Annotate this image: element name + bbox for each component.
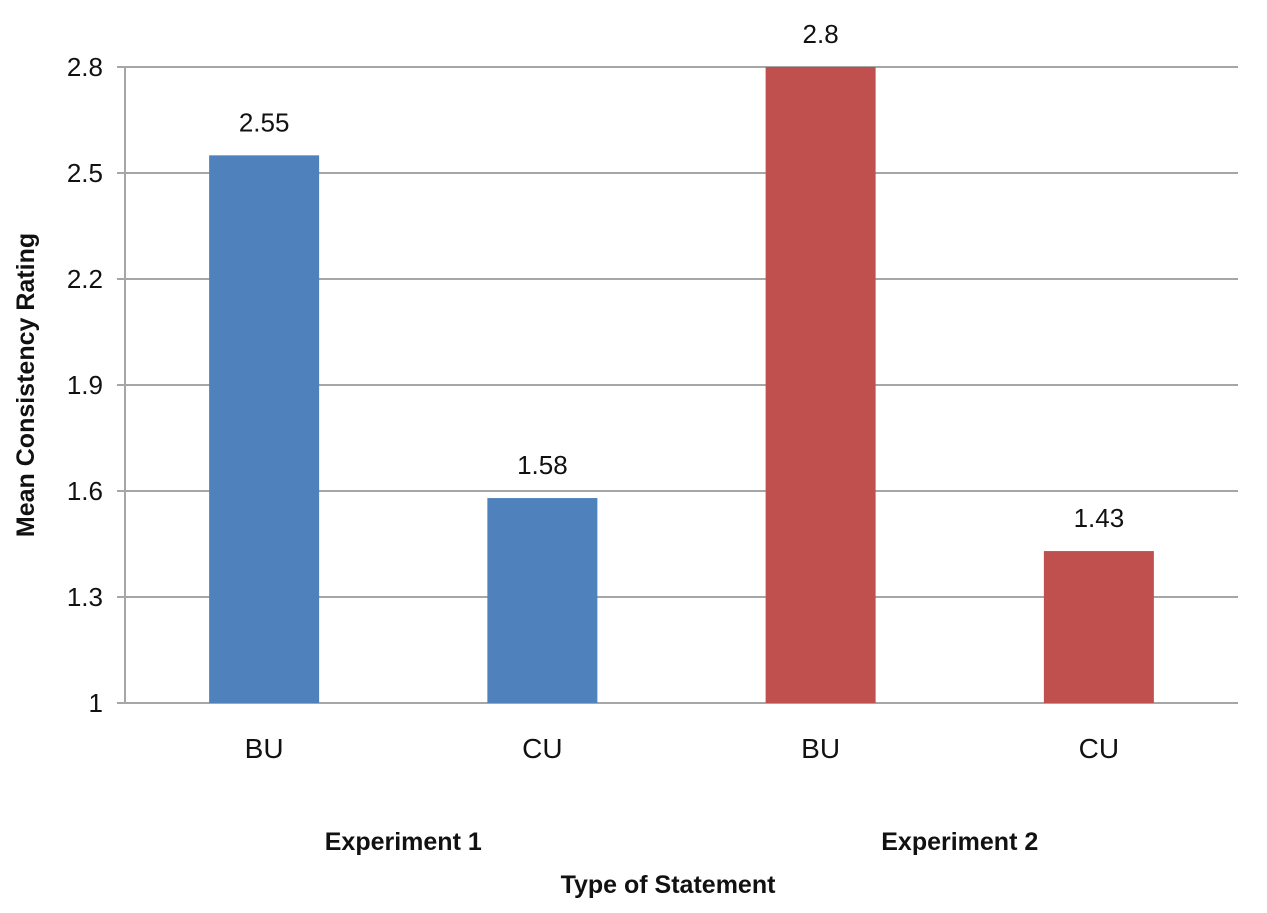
y-tick-label: 1.6 — [67, 476, 103, 506]
bar — [765, 67, 876, 703]
group-labels: Experiment 1 Experiment 2 — [325, 828, 1039, 856]
bar — [487, 498, 598, 703]
y-tick-label: 2.8 — [67, 52, 103, 82]
category-label: CU — [1079, 733, 1119, 764]
y-tick-label: 1.3 — [67, 582, 103, 612]
category-label: CU — [522, 733, 562, 764]
data-label: 2.8 — [803, 19, 839, 49]
data-label: 1.43 — [1074, 503, 1125, 533]
bar — [209, 155, 320, 704]
y-axis-ticks: 1 1.3 1.6 1.9 2.2 2.5 2.8 — [67, 52, 125, 718]
y-tick-label: 2.5 — [67, 158, 103, 188]
y-axis-title: Mean Consistency Rating — [12, 233, 40, 537]
y-tick-label: 1 — [89, 688, 103, 718]
group-label: Experiment 1 — [325, 828, 482, 856]
x-axis-title: Type of Statement — [561, 871, 777, 899]
data-labels: 2.55 1.58 2.8 1.43 — [239, 19, 1124, 533]
y-tick-label: 1.9 — [67, 370, 103, 400]
y-tick-label: 2.2 — [67, 264, 103, 294]
category-label: BU — [245, 733, 284, 764]
bars — [209, 67, 1154, 704]
data-label: 1.58 — [517, 450, 568, 480]
category-labels: BU CU BU CU — [245, 733, 1119, 764]
bar — [1043, 551, 1154, 703]
data-label: 2.55 — [239, 107, 290, 137]
category-label: BU — [801, 733, 840, 764]
group-label: Experiment 2 — [881, 828, 1038, 856]
